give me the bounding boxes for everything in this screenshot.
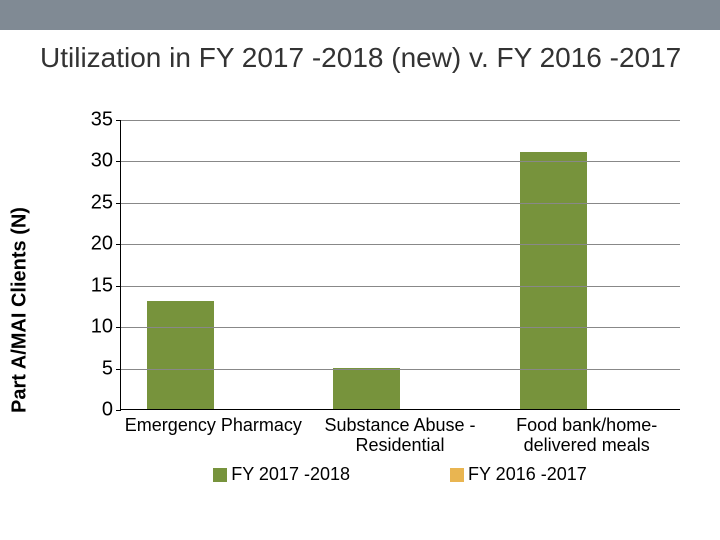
legend-item-fy2017-2018: FY 2017 -2018 (213, 464, 350, 485)
grid-line (121, 286, 680, 287)
plot-area: 05101520253035 (120, 120, 680, 410)
y-tick-label: 5 (102, 357, 121, 380)
x-axis-label: Food bank/home-delivered meals (493, 416, 680, 456)
grid-line (121, 327, 680, 328)
y-axis-label: Part A/MAI Clients (N) (9, 207, 32, 413)
category-group (307, 120, 493, 409)
legend-item-fy2016-2017: FY 2016 -2017 (450, 464, 587, 485)
category-group (121, 120, 307, 409)
legend-label: FY 2016 -2017 (468, 464, 587, 485)
y-tick-label: 30 (91, 150, 121, 173)
category-group (494, 120, 680, 409)
legend-label: FY 2017 -2018 (231, 464, 350, 485)
legend-swatch-icon (213, 468, 227, 482)
y-tick-label: 20 (91, 233, 121, 256)
y-tick-label: 15 (91, 274, 121, 297)
bars-group (121, 120, 680, 409)
grid-line (121, 244, 680, 245)
y-tick-label: 35 (91, 109, 121, 132)
grid-line (121, 120, 680, 121)
bar (520, 152, 587, 409)
x-axis-labels: Emergency PharmacySubstance Abuse - Resi… (120, 416, 680, 456)
bar (333, 368, 400, 409)
grid-line (121, 161, 680, 162)
y-tick-label: 25 (91, 191, 121, 214)
chart-container: Part A/MAI Clients (N) 05101520253035 Em… (30, 120, 700, 500)
x-axis-label: Substance Abuse - Residential (307, 416, 494, 456)
grid-line (121, 369, 680, 370)
grid-line (121, 203, 680, 204)
legend-swatch-icon (450, 468, 464, 482)
legend: FY 2017 -2018 FY 2016 -2017 (120, 464, 680, 485)
y-tick-label: 10 (91, 316, 121, 339)
x-axis-label: Emergency Pharmacy (120, 416, 307, 456)
top-bar (0, 0, 720, 30)
y-tick-label: 0 (102, 399, 121, 422)
page-title: Utilization in FY 2017 -2018 (new) v. FY… (0, 30, 720, 83)
bar (147, 301, 214, 409)
